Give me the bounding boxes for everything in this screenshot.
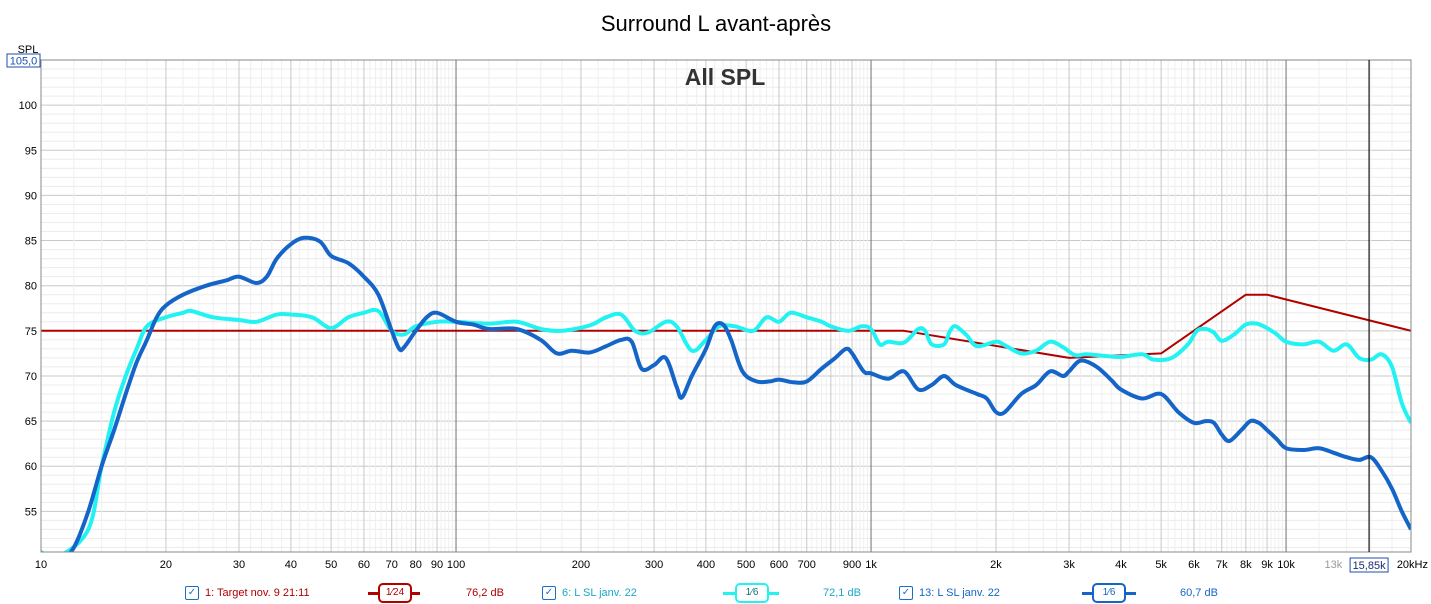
legend-value-target: 76,2 dB: [466, 587, 504, 599]
series-line-2: [41, 307, 1411, 552]
x-tick-label: 400: [697, 559, 715, 571]
x-tick-label: 4k: [1115, 559, 1127, 571]
x-tick-label: 3k: [1063, 559, 1075, 571]
legend-label: 6: L SL janv. 22: [562, 587, 637, 599]
x-tick-label: 300: [645, 559, 663, 571]
y-tick-label: 55: [25, 506, 37, 518]
y-tick-label: 75: [25, 326, 37, 338]
x-tick-label: 600: [770, 559, 788, 571]
x-tick-label: 200: [572, 559, 590, 571]
x-tick-label: 9k: [1261, 559, 1273, 571]
x-ticks: 10 20 30 40 50 60 70 80 90 100 200 300 400 500 600 700 9…: [35, 559, 1428, 571]
x-tick-label: 2k: [990, 559, 1002, 571]
x-tick-label: 100: [447, 559, 465, 571]
x-tick-label: 70: [386, 559, 398, 571]
cursor-readout-box[interactable]: [1349, 557, 1389, 573]
y-axis-label: SPL: [18, 44, 39, 56]
legend-checkbox[interactable]: ✓: [899, 586, 913, 600]
y-top-readout-box[interactable]: [6, 53, 41, 68]
legend-label: 13: L SL janv. 22: [919, 587, 1000, 599]
x-tick-label: 6k: [1188, 559, 1200, 571]
chart-watermark: All SPL: [685, 64, 766, 90]
smoothing-button-ll-sl-1[interactable]: 1⁄6: [735, 583, 769, 603]
x-tick-label: 1k: [865, 559, 877, 571]
legend-item-ll-sl-2[interactable]: ✓ 13: L SL janv. 22: [899, 584, 1000, 602]
y-tick-label: 100: [19, 100, 37, 112]
x-tick-label: 40: [285, 559, 297, 571]
x-tick-label: 7k: [1216, 559, 1228, 571]
smoothing-button-target[interactable]: 1⁄24: [378, 583, 412, 603]
x-tick-label: 5k: [1155, 559, 1167, 571]
legend-value-ll-sl-2: 60,7 dB: [1180, 587, 1218, 599]
y-tick-label: 60: [25, 461, 37, 473]
x-tick-label: 50: [325, 559, 337, 571]
x-tick-label: 20kHz: [1397, 559, 1428, 571]
legend-item-target[interactable]: ✓ 1: Target nov. 9 21:11: [185, 584, 310, 602]
chart-title: Surround L avant-après: [601, 11, 831, 36]
y-tick-label: 80: [25, 281, 37, 293]
x-tick-label: 10k: [1277, 559, 1295, 571]
x-tick-label: 8k: [1240, 559, 1252, 571]
x-tick-label: 13k: [1324, 559, 1342, 571]
series-line-3: [68, 235, 1411, 552]
x-tick-label: 20: [160, 559, 172, 571]
y-tick-label: 85: [25, 236, 37, 248]
legend-item-ll-sl-1[interactable]: ✓ 6: L SL janv. 22: [542, 584, 637, 602]
y-top-readout: 105,0: [10, 56, 38, 68]
legend-label: 1: Target nov. 9 21:11: [205, 587, 310, 599]
legend-value-ll-sl-1: 72,1 dB: [823, 587, 861, 599]
x-tick-label: 90: [431, 559, 443, 571]
x-tick-label: 60: [358, 559, 370, 571]
plot-frame: [40, 59, 1412, 553]
y-tick-label: 70: [25, 371, 37, 383]
y-tick-label: 90: [25, 190, 37, 202]
smoothing-button-ll-sl-2[interactable]: 1⁄6: [1092, 583, 1126, 603]
y-tick-label: 95: [25, 145, 37, 157]
x-tick-label: 700: [798, 559, 816, 571]
series-layer: [41, 235, 1411, 552]
y-tick-label: 65: [25, 416, 37, 428]
x-tick-label: 80: [410, 559, 422, 571]
legend-checkbox[interactable]: ✓: [185, 586, 199, 600]
y-ticks: 55 60 65 70 75 80 85 90 95 100: [19, 100, 37, 518]
legend-checkbox[interactable]: ✓: [542, 586, 556, 600]
cursor-readout: 15,85k: [1353, 560, 1387, 572]
grid: [40, 59, 1412, 552]
x-tick-label: 900: [843, 559, 861, 571]
x-tick-label: 30: [233, 559, 245, 571]
x-tick-label: 10: [35, 559, 47, 571]
x-tick-label: 500: [737, 559, 755, 571]
